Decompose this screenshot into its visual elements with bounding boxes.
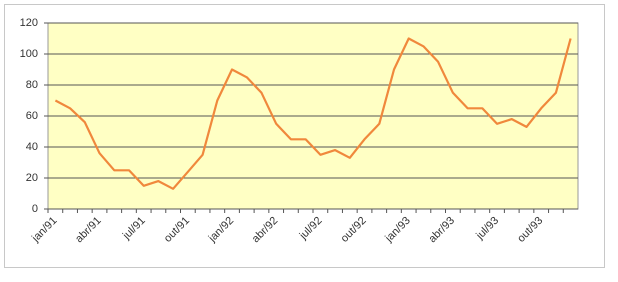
data-line xyxy=(54,37,572,190)
y-tick-label: 80 xyxy=(26,79,38,91)
y-tick-label: 120 xyxy=(20,17,38,29)
y-tick-label: 60 xyxy=(26,110,38,122)
y-tick-label: 20 xyxy=(26,172,38,184)
y-tick-label: 100 xyxy=(20,48,38,60)
y-tick-label: 40 xyxy=(26,141,38,153)
y-tick-label: 0 xyxy=(32,203,38,215)
